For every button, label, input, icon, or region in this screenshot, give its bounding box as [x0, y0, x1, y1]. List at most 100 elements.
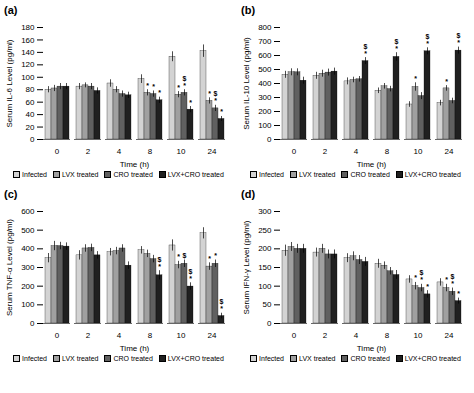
svg-text:*: * — [177, 253, 180, 260]
svg-text:2: 2 — [323, 147, 328, 156]
svg-text:*: * — [420, 276, 423, 283]
svg-text:*: * — [177, 84, 180, 91]
svg-text:Time (h): Time (h) — [357, 160, 387, 169]
svg-text:Serum IL-10 Level (pg/ml): Serum IL-10 Level (pg/ml) — [242, 37, 251, 130]
svg-text:24: 24 — [208, 147, 217, 156]
svg-text:$: $ — [426, 33, 430, 41]
svg-text:$: $ — [220, 298, 224, 306]
svg-text:*: * — [158, 263, 161, 270]
svg-text:24: 24 — [445, 331, 454, 340]
svg-text:8: 8 — [385, 147, 390, 156]
svg-text:*: * — [183, 82, 186, 89]
svg-text:*: * — [426, 283, 429, 290]
svg-text:100: 100 — [21, 300, 35, 309]
svg-text:0: 0 — [30, 135, 35, 144]
svg-text:Time (h): Time (h) — [120, 344, 150, 353]
svg-text:150: 150 — [258, 263, 272, 272]
svg-text:24: 24 — [445, 147, 454, 156]
svg-text:10: 10 — [177, 331, 186, 340]
svg-text:10: 10 — [177, 147, 186, 156]
svg-text:24: 24 — [208, 331, 217, 340]
svg-text:500: 500 — [21, 226, 35, 235]
svg-text:500: 500 — [258, 65, 272, 74]
svg-text:*: * — [214, 252, 217, 259]
svg-text:*: * — [158, 89, 161, 96]
svg-text:$: $ — [183, 252, 187, 260]
svg-text:20: 20 — [26, 123, 35, 132]
svg-text:80: 80 — [26, 85, 35, 94]
svg-text:4: 4 — [117, 147, 122, 156]
svg-text:Serum IFN-γ Level (pg/ml): Serum IFN-γ Level (pg/ml) — [242, 220, 251, 314]
svg-text:4: 4 — [354, 147, 359, 156]
svg-text:2: 2 — [86, 147, 91, 156]
svg-text:*: * — [426, 40, 429, 47]
svg-text:300: 300 — [258, 93, 272, 102]
svg-text:$: $ — [214, 90, 218, 98]
svg-text:*: * — [414, 75, 417, 82]
svg-text:400: 400 — [258, 79, 272, 88]
svg-text:0: 0 — [292, 147, 297, 156]
svg-text:*: * — [208, 255, 211, 262]
svg-text:Time (h): Time (h) — [120, 160, 150, 169]
svg-text:100: 100 — [258, 282, 272, 291]
svg-text:*: * — [189, 99, 192, 106]
svg-text:*: * — [457, 290, 460, 297]
svg-text:0: 0 — [292, 331, 297, 340]
svg-text:$: $ — [451, 273, 455, 281]
svg-text:*: * — [220, 108, 223, 115]
svg-text:0: 0 — [30, 319, 35, 328]
svg-text:*: * — [220, 305, 223, 312]
svg-text:*: * — [395, 45, 398, 52]
svg-text:*: * — [146, 82, 149, 89]
svg-text:*: * — [457, 39, 460, 46]
svg-text:120: 120 — [21, 60, 35, 69]
svg-text:180: 180 — [21, 23, 35, 32]
svg-text:$: $ — [183, 75, 187, 83]
svg-text:4: 4 — [354, 331, 359, 340]
svg-text:$: $ — [364, 43, 368, 51]
svg-text:*: * — [364, 50, 367, 57]
svg-text:*: * — [189, 275, 192, 282]
svg-text:250: 250 — [258, 226, 272, 235]
svg-text:700: 700 — [258, 37, 272, 46]
svg-text:600: 600 — [21, 207, 35, 216]
svg-text:40: 40 — [26, 110, 35, 119]
svg-text:0: 0 — [55, 147, 60, 156]
svg-text:160: 160 — [21, 36, 35, 45]
svg-text:0: 0 — [55, 331, 60, 340]
svg-text:*: * — [152, 83, 155, 90]
svg-text:*: * — [445, 78, 448, 85]
svg-text:$: $ — [189, 268, 193, 276]
svg-text:600: 600 — [258, 51, 272, 60]
svg-text:8: 8 — [148, 331, 153, 340]
svg-text:*: * — [445, 276, 448, 283]
svg-text:300: 300 — [258, 207, 272, 216]
svg-text:*: * — [208, 90, 211, 97]
svg-text:300: 300 — [21, 263, 35, 272]
svg-text:$: $ — [457, 32, 461, 40]
svg-text:60: 60 — [26, 98, 35, 107]
svg-text:10: 10 — [414, 331, 423, 340]
svg-text:800: 800 — [258, 23, 272, 32]
svg-text:*: * — [451, 280, 454, 287]
svg-text:50: 50 — [263, 300, 272, 309]
svg-text:200: 200 — [21, 282, 35, 291]
svg-text:2: 2 — [86, 331, 91, 340]
svg-text:8: 8 — [148, 147, 153, 156]
svg-text:Serum IL-6 Level (pg/ml): Serum IL-6 Level (pg/ml) — [5, 39, 14, 127]
svg-text:10: 10 — [414, 147, 423, 156]
svg-text:*: * — [214, 97, 217, 104]
svg-text:$: $ — [395, 38, 399, 46]
svg-text:200: 200 — [258, 107, 272, 116]
svg-text:140: 140 — [21, 48, 35, 57]
svg-text:4: 4 — [117, 331, 122, 340]
svg-text:0: 0 — [267, 135, 272, 144]
svg-text:8: 8 — [385, 331, 390, 340]
svg-text:100: 100 — [258, 121, 272, 130]
svg-text:200: 200 — [258, 244, 272, 253]
svg-text:Time (h): Time (h) — [357, 344, 387, 353]
svg-text:100: 100 — [21, 73, 35, 82]
svg-text:$: $ — [420, 269, 424, 277]
svg-text:0: 0 — [267, 319, 272, 328]
svg-text:Serum TNF-α Level (pg/ml): Serum TNF-α Level (pg/ml) — [5, 219, 14, 316]
